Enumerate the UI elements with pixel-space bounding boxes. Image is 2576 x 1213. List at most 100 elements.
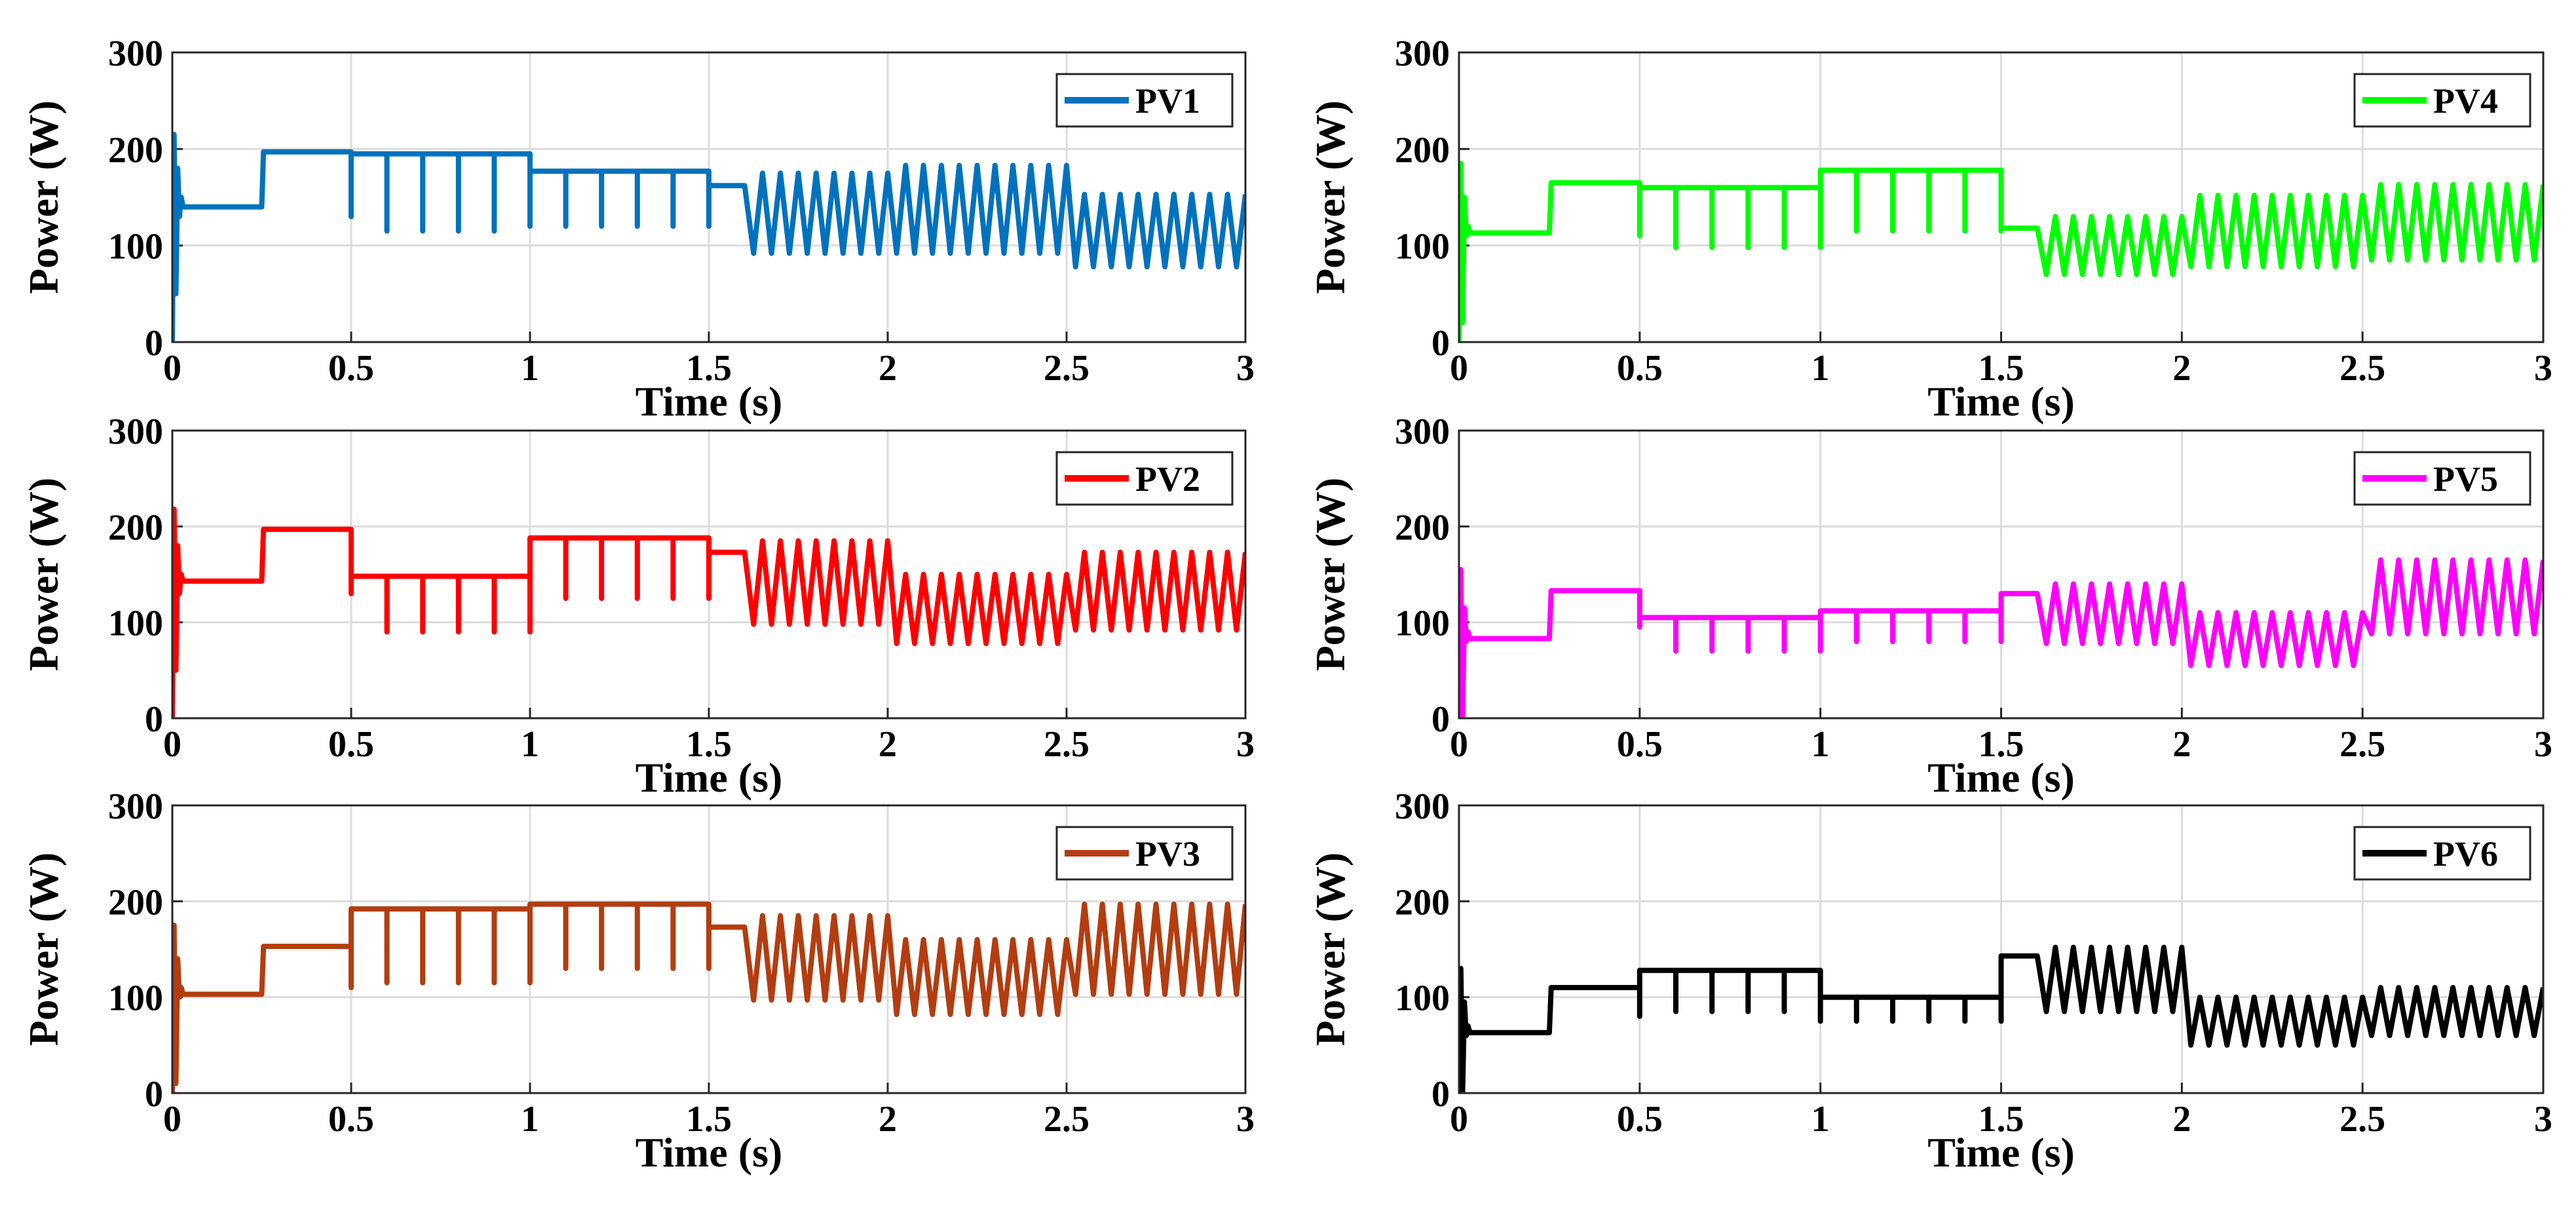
y-axis-label: Power (W): [20, 100, 67, 294]
x-tick-label: 3: [2534, 724, 2552, 765]
y-tick-label: 200: [108, 507, 163, 548]
x-tick-label: 0.5: [1617, 1099, 1663, 1140]
y-tick-label: 100: [108, 604, 163, 644]
x-axis-label: Time (s): [1927, 754, 2075, 801]
y-tick-label: 300: [108, 786, 163, 827]
x-tick-label: 3: [1236, 348, 1255, 389]
x-axis-label: Time (s): [1927, 378, 2075, 425]
panel: 0 0.5 1 1.5 2 2.5 3 0 100 200 300 Time (s) Power (W)…: [1307, 412, 2552, 801]
x-tick-label: 2.5: [2339, 348, 2385, 389]
x-tick-label: 3: [2534, 348, 2552, 389]
x-tick-label: 1.5: [1979, 1099, 2024, 1140]
x-tick-label: 1: [1811, 1099, 1830, 1140]
y-tick-label: 100: [1395, 978, 1450, 1019]
x-tick-label: 2.5: [1044, 1099, 1089, 1140]
axes-box: [1458, 804, 2545, 1094]
x-tick-label: 0.5: [328, 1099, 374, 1140]
y-axis-label: Power (W): [20, 853, 67, 1047]
y-tick-label: 100: [108, 978, 163, 1019]
y-axis-label: Power (W): [1307, 100, 1354, 294]
x-tick-label: 0.5: [1617, 348, 1663, 389]
x-axis-label: Time (s): [1927, 1129, 2075, 1176]
x-tick-label: 1: [521, 1099, 539, 1140]
axes-box: [1458, 429, 2545, 720]
x-tick-label: 0.5: [1617, 724, 1663, 765]
x-tick-label: 1.5: [686, 1099, 732, 1140]
y-tick-label: 300: [108, 33, 163, 74]
x-tick-label: 0: [163, 348, 181, 389]
axes-box: [171, 429, 1247, 720]
y-tick-label: 200: [1395, 507, 1450, 548]
x-tick-label: 2.5: [1044, 348, 1089, 389]
series-line: [172, 507, 1245, 718]
x-tick-label: 0: [1450, 1099, 1468, 1140]
panel: 0 0.5 1 1.5 2 2.5 3 0 100 200 300 Time (s) Power (W)…: [1307, 33, 2552, 425]
x-tick-label: 0.5: [328, 724, 374, 765]
y-tick-label: 200: [1395, 882, 1450, 923]
y-tick-label: 200: [1395, 130, 1450, 170]
x-tick-label: 3: [1236, 1099, 1255, 1140]
series-line: [1459, 944, 2543, 1093]
panel: 0 0.5 1 1.5 2 2.5 3 0 100 200 300 Time (s) Power (W)…: [20, 33, 1255, 425]
y-tick-label: 0: [145, 1074, 163, 1115]
x-tick-label: 0: [163, 1099, 181, 1140]
x-tick-label: 1: [1811, 348, 1830, 389]
x-tick-label: 2: [2172, 348, 2191, 389]
x-tick-label: 2: [2172, 724, 2191, 765]
panel: 0 0.5 1 1.5 2 2.5 3 0 100 200 300 Time (s) Power (W)…: [20, 412, 1255, 801]
x-tick-label: 0: [1450, 724, 1468, 765]
x-tick-label: 2: [879, 1099, 897, 1140]
y-tick-label: 0: [145, 699, 163, 740]
x-tick-label: 2: [2172, 1099, 2191, 1140]
axes-box: [171, 804, 1247, 1094]
y-tick-label: 200: [108, 130, 163, 170]
series-line: [1459, 557, 2543, 718]
x-tick-label: 1: [1811, 724, 1830, 765]
y-tick-label: 0: [1431, 699, 1450, 740]
panel: 0 0.5 1 1.5 2 2.5 3 0 100 200 300 Time (s) Power (W)…: [20, 786, 1255, 1176]
series-line: [172, 901, 1245, 1093]
x-tick-label: 1.5: [686, 348, 732, 389]
x-tick-label: 2.5: [2339, 1099, 2385, 1140]
y-axis-label: Power (W): [1307, 478, 1354, 672]
y-tick-label: 0: [1431, 323, 1450, 364]
x-tick-label: 0: [163, 724, 181, 765]
series-line: [172, 132, 1245, 342]
x-tick-label: 2: [879, 348, 897, 389]
y-tick-label: 100: [1395, 604, 1450, 644]
x-axis-label: Time (s): [635, 378, 783, 425]
x-tick-label: 2.5: [2339, 724, 2385, 765]
x-tick-label: 1.5: [1979, 348, 2024, 389]
y-tick-label: 200: [108, 882, 163, 923]
series-line: [1459, 161, 2543, 342]
axes-box: [1458, 51, 2545, 343]
y-tick-label: 100: [1395, 227, 1450, 267]
legend-label: PV3: [1135, 834, 1200, 874]
x-tick-label: 3: [2534, 1099, 2552, 1140]
legend-label: PV4: [2433, 81, 2498, 121]
y-tick-label: 100: [108, 227, 163, 267]
y-tick-label: 0: [145, 323, 163, 364]
x-tick-label: 2.5: [1044, 724, 1089, 765]
x-tick-label: 2: [879, 724, 897, 765]
x-tick-label: 0.5: [328, 348, 374, 389]
y-tick-label: 300: [1395, 412, 1450, 452]
y-tick-label: 300: [108, 412, 163, 452]
y-tick-label: 0: [1431, 1074, 1450, 1115]
x-tick-label: 1: [521, 348, 539, 389]
x-tick-label: 1: [521, 724, 539, 765]
y-axis-label: Power (W): [1307, 853, 1354, 1047]
legend-label: PV6: [2433, 834, 2498, 874]
legend-label: PV2: [1135, 459, 1200, 499]
axes-box: [171, 51, 1247, 343]
x-tick-label: 3: [1236, 724, 1255, 765]
legend-label: PV1: [1135, 81, 1200, 121]
x-tick-label: 0: [1450, 348, 1468, 389]
legend-label: PV5: [2433, 459, 2498, 499]
x-axis-label: Time (s): [635, 754, 783, 801]
y-tick-label: 300: [1395, 786, 1450, 827]
x-tick-label: 1.5: [1979, 724, 2024, 765]
x-axis-label: Time (s): [635, 1129, 783, 1176]
panel: 0 0.5 1 1.5 2 2.5 3 0 100 200 300 Time (s) Power (W)…: [1307, 786, 2552, 1176]
